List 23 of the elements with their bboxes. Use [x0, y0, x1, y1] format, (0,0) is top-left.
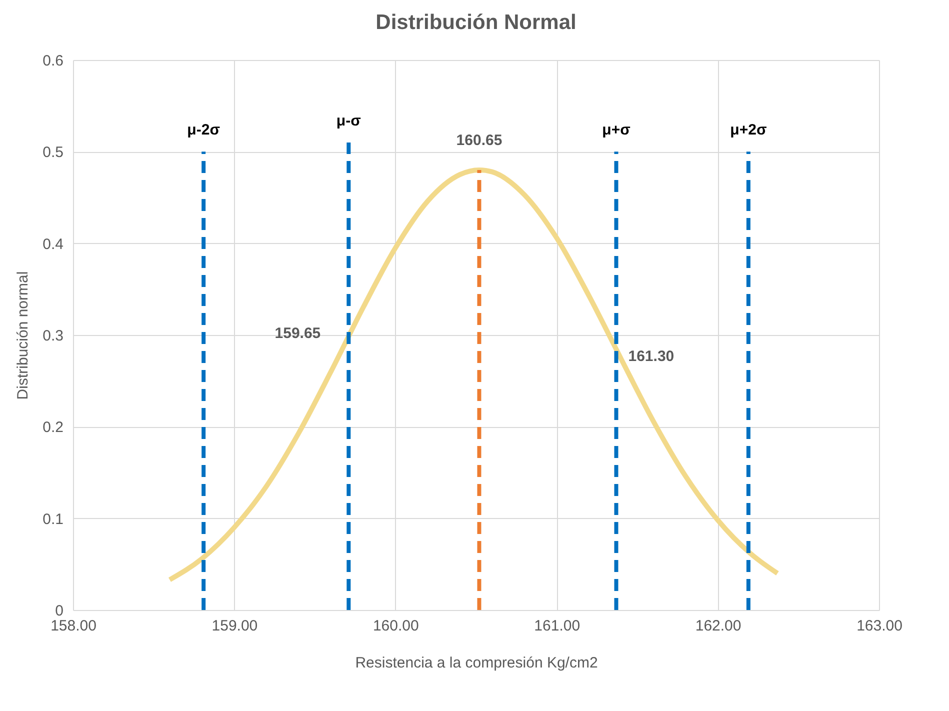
y-axis-title: Distribución normal — [14, 271, 32, 400]
y-tick-label: 0.5 — [42, 144, 64, 162]
x-tick-label: 159.00 — [212, 618, 258, 634]
y-tick-label: 0.4 — [42, 236, 64, 253]
x-tick-label: 161.00 — [534, 618, 580, 634]
y-tick-label: 0.2 — [42, 419, 64, 436]
series-label: μ-σ — [336, 112, 361, 130]
series-label: μ+σ — [602, 122, 630, 139]
x-tick-label: 158.00 — [50, 618, 96, 634]
y-tick-label: 0.3 — [42, 328, 64, 344]
x-axis-title: Resistencia a la compresión Kg/cm2 — [355, 654, 598, 672]
x-tick-label: 162.00 — [695, 618, 742, 634]
annotation: 159.65 — [274, 324, 321, 342]
annotation: 161.30 — [628, 348, 674, 366]
series-label: μ+2σ — [730, 122, 767, 139]
chart-title: Distribución Normal — [376, 11, 576, 34]
x-tick-label: 160.00 — [372, 618, 419, 634]
x-tick-label: 163.00 — [856, 618, 902, 634]
y-tick-label: 0.6 — [42, 52, 64, 70]
annotation: 160.65 — [456, 132, 502, 149]
y-tick-label: 0 — [55, 602, 64, 620]
series-label: μ-2σ — [187, 122, 220, 139]
y-tick-label: 0.1 — [42, 510, 64, 528]
